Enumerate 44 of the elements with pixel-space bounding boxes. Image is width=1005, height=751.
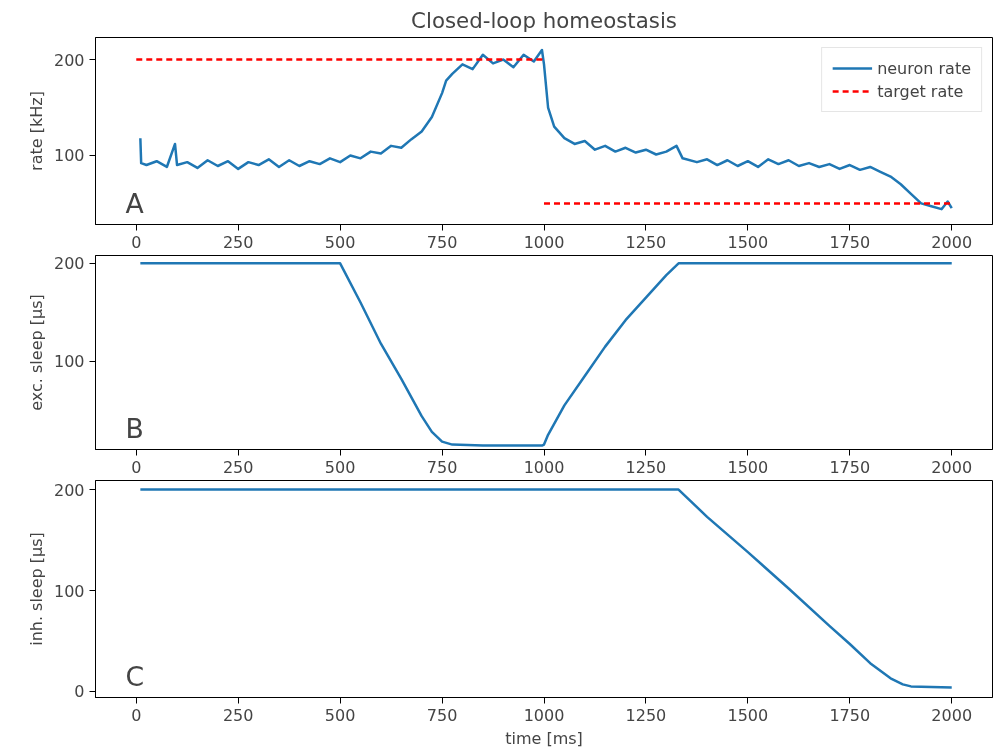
y-tick-label: 200: [53, 50, 85, 70]
x-tick-label: 0: [131, 705, 142, 725]
annotation: B: [125, 412, 144, 444]
x-tick-label: 750: [426, 457, 458, 477]
x-tick-label: 750: [426, 232, 458, 252]
y-axis-title: inh. sleep [μs]: [26, 532, 46, 646]
x-tick-label: 750: [426, 705, 458, 725]
x-tick-label: 1750: [829, 232, 871, 252]
x-tick-label: 1000: [523, 232, 565, 252]
legend-label: target rate: [877, 81, 964, 101]
x-tick-label: 1500: [727, 705, 769, 725]
x-tick-label: 1250: [625, 457, 667, 477]
x-tick-label: 250: [222, 705, 254, 725]
y-tick-label: 100: [53, 146, 85, 166]
y-tick-label: 200: [53, 480, 85, 500]
x-tick-label: 1750: [829, 705, 871, 725]
x-tick-label: 500: [324, 232, 356, 252]
x-tick-label: 250: [222, 232, 254, 252]
x-tick-label: 500: [324, 457, 356, 477]
y-tick-label: 100: [53, 352, 85, 372]
y-axis-title: rate [kHz]: [26, 91, 46, 171]
x-axis-title: time [ms]: [505, 728, 583, 748]
x-tick-label: 500: [324, 705, 356, 725]
x-tick-label: 0: [131, 457, 142, 477]
x-tick-label: 1750: [829, 457, 871, 477]
x-tick-label: 1500: [727, 457, 769, 477]
x-tick-label: 2000: [931, 457, 973, 477]
x-tick-label: 250: [222, 457, 254, 477]
x-tick-label: 2000: [931, 232, 973, 252]
x-tick-label: 1250: [625, 232, 667, 252]
annotation: C: [125, 660, 145, 692]
x-tick-label: 1500: [727, 232, 769, 252]
y-tick-label: 200: [53, 254, 85, 274]
chart-title: Closed-loop homeostasis: [411, 7, 677, 33]
x-tick-label: 1000: [523, 705, 565, 725]
y-tick-label: 100: [53, 581, 85, 601]
x-tick-label: 2000: [931, 705, 973, 725]
y-axis-title: exc. sleep [μs]: [26, 294, 46, 411]
annotation: A: [125, 187, 145, 219]
x-tick-label: 1000: [523, 457, 565, 477]
legend-label: neuron rate: [877, 58, 971, 78]
x-tick-label: 0: [131, 232, 142, 252]
x-tick-label: 1250: [625, 705, 667, 725]
y-tick-label: 0: [74, 682, 85, 702]
